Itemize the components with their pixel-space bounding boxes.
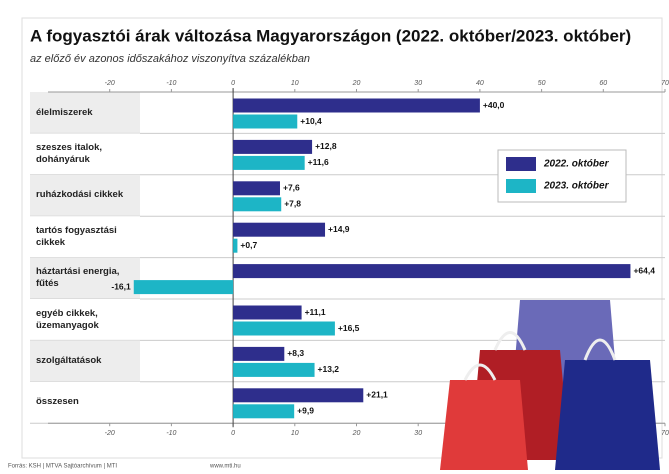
category-label: ruházkodási cikkek [36, 175, 136, 216]
x-tick-label: 10 [291, 430, 299, 437]
value-label: +8,3 [287, 348, 304, 358]
bar [233, 264, 630, 278]
value-label: +40,0 [483, 100, 505, 110]
x-tick-label: 50 [538, 430, 546, 437]
x-tick-label: 20 [352, 80, 361, 87]
bar [233, 239, 237, 253]
bar [233, 404, 294, 418]
x-tick-label: 10 [291, 80, 299, 87]
value-label: +11,6 [308, 157, 329, 167]
category-label: összesen [36, 382, 136, 423]
bar [233, 181, 280, 195]
legend-swatch [506, 179, 536, 193]
x-tick-label: 40 [476, 430, 484, 437]
category-label: szolgáltatások [36, 340, 136, 381]
category-label: háztartási energia, fűtés [36, 258, 136, 299]
value-label: +13,2 [318, 364, 340, 374]
value-label: +9,9 [297, 406, 314, 416]
bar [233, 99, 480, 113]
category-label: szeszes italok, dohányáruk [36, 133, 136, 174]
chart-subtitle: az előző év azonos időszakához viszonyít… [30, 53, 310, 65]
value-label: +64,4 [633, 265, 655, 275]
chart-title: A fogyasztói árak változása Magyarország… [30, 26, 631, 45]
website: www.mti.hu [209, 464, 241, 470]
x-tick-label: 70 [661, 430, 669, 437]
x-tick-label: 70 [661, 80, 669, 87]
bar [233, 322, 335, 336]
x-tick-label: 30 [414, 80, 422, 87]
x-tick-label: -10 [166, 430, 176, 437]
bar [233, 140, 312, 154]
page: A fogyasztói árak változása Magyarország… [0, 0, 669, 474]
value-label: +21,1 [366, 390, 388, 400]
bar [233, 115, 297, 129]
x-tick-label: 50 [538, 80, 546, 87]
bar [233, 306, 301, 320]
bar [233, 363, 314, 377]
value-label: +11,1 [305, 307, 326, 317]
value-label: +0,7 [240, 240, 257, 250]
x-tick-label: 0 [231, 430, 235, 437]
bar [233, 388, 363, 402]
value-label: +7,6 [283, 183, 300, 193]
x-tick-label: 30 [414, 430, 422, 437]
legend-label: 2022. október [543, 159, 610, 170]
category-label: egyéb cikkek, üzemanyagok [36, 299, 136, 340]
x-tick-label: -20 [105, 430, 115, 437]
value-label: +10,4 [300, 116, 322, 126]
bar [233, 223, 325, 237]
value-label: +16,5 [338, 323, 360, 333]
x-tick-label: -20 [105, 80, 115, 87]
legend-label: 2023. október [543, 181, 610, 192]
category-label: tartós fogyasztási cikkek [36, 216, 136, 257]
source: Forrás: KSH | MTVA Sajtóarchívum | MTI [8, 464, 117, 470]
bar [134, 280, 233, 294]
bar [233, 347, 284, 361]
bar [233, 156, 305, 170]
legend-swatch [506, 157, 536, 171]
x-tick-label: -10 [166, 80, 176, 87]
x-tick-label: 20 [352, 430, 361, 437]
x-tick-label: 60 [599, 430, 607, 437]
x-tick-label: 0 [231, 80, 235, 87]
value-label: +14,9 [328, 224, 350, 234]
bar [233, 197, 281, 211]
x-tick-label: 60 [599, 80, 607, 87]
x-tick-label: 40 [476, 80, 484, 87]
value-label: +7,8 [284, 199, 301, 209]
value-label: +12,8 [315, 141, 337, 151]
category-label: élelmiszerek [36, 92, 136, 133]
